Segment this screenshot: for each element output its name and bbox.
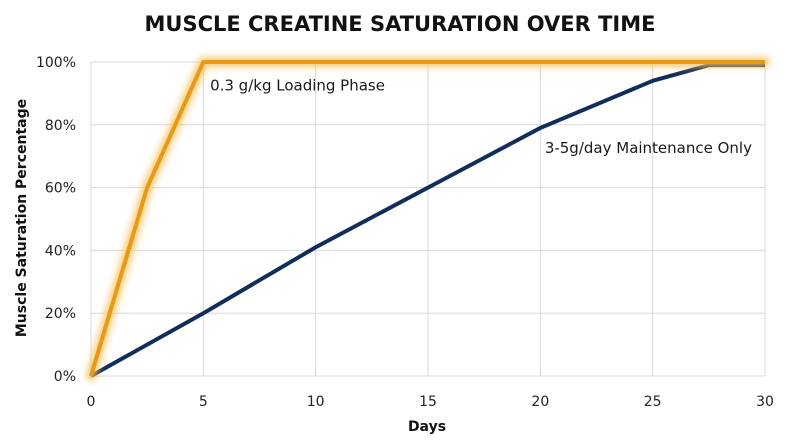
y-axis-ticks: 0% 20% 40% 60% 80% 100% xyxy=(36,55,76,385)
x-tick-label: 25 xyxy=(644,394,662,410)
x-tick-label: 30 xyxy=(756,394,774,410)
series-maintenance-only xyxy=(90,63,765,378)
series-annotation: 3-5g/day Maintenance Only xyxy=(545,139,752,157)
gridlines xyxy=(90,61,766,377)
chart-title: MUSCLE CREATINE SATURATION OVER TIME xyxy=(145,12,656,36)
y-tick-label: 0% xyxy=(54,369,76,385)
y-tick-label: 20% xyxy=(45,306,76,322)
x-axis-ticks: 0 5 10 15 20 25 30 xyxy=(87,394,774,410)
series-line xyxy=(90,63,765,378)
x-axis-title: Days xyxy=(408,419,446,435)
y-tick-label: 60% xyxy=(45,181,76,197)
x-tick-label: 15 xyxy=(419,394,437,410)
x-tick-label: 10 xyxy=(307,394,325,410)
series-line xyxy=(89,60,765,377)
y-axis-title: Muscle Saturation Percentage xyxy=(14,99,30,337)
x-tick-label: 20 xyxy=(531,394,549,410)
annotations: 0.3 g/kg Loading Phase 3-5g/day Maintenan… xyxy=(210,76,752,157)
x-tick-label: 0 xyxy=(87,394,96,410)
y-tick-label: 40% xyxy=(45,243,76,259)
x-tick-label: 5 xyxy=(199,394,208,410)
y-tick-label: 80% xyxy=(45,118,76,134)
y-tick-label: 100% xyxy=(36,55,76,71)
series-group xyxy=(86,57,770,381)
series-loading-phase xyxy=(86,57,770,381)
series-annotation: 0.3 g/kg Loading Phase xyxy=(210,76,385,94)
